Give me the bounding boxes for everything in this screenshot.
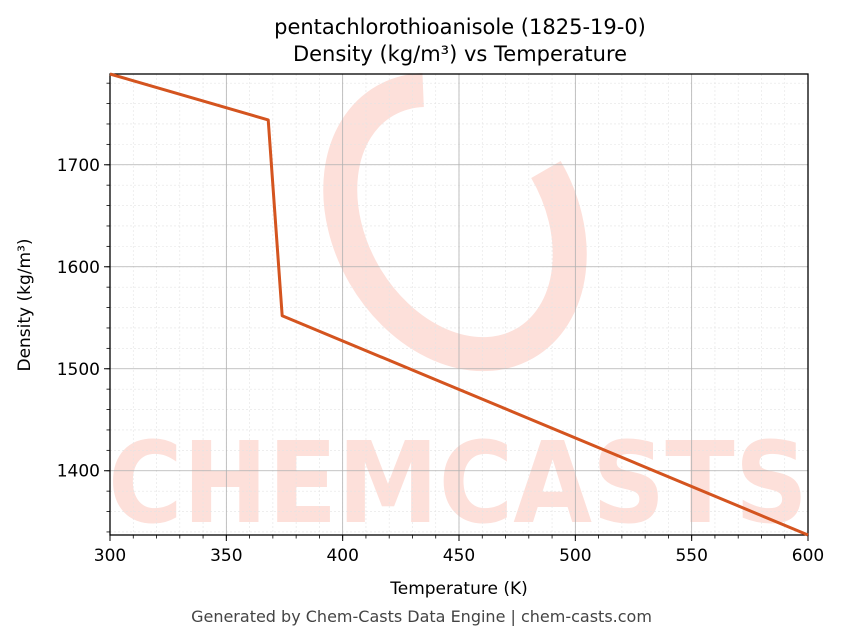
x-axis-label: Temperature (K) — [389, 579, 528, 599]
x-tick-label: 450 — [443, 546, 475, 566]
x-tick-label: 400 — [326, 546, 358, 566]
density-series-line — [109, 72, 809, 537]
chart-title-line2: Density (kg/m³) vs Temperature — [293, 42, 627, 66]
x-tick-label: 350 — [210, 546, 242, 566]
watermark: CHEMCASTS — [108, 72, 808, 549]
watermark-logo-ring — [323, 72, 587, 372]
y-tick-label: 1500 — [57, 360, 100, 380]
x-tick-label: 300 — [94, 546, 126, 566]
watermark-text: CHEMCASTS — [108, 419, 808, 549]
y-axis-label: Density (kg/m³) — [15, 238, 35, 371]
x-tick-label: 500 — [559, 546, 591, 566]
axes: 300 350 400 450 500 550 600 1400 1500 1600 1700 — [57, 73, 824, 566]
y-tick-label: 1600 — [57, 258, 100, 278]
chart-title-line1: pentachlorothioanisole (1825-19-0) — [274, 15, 646, 39]
grid — [109, 74, 809, 535]
x-tick-label: 600 — [792, 546, 824, 566]
y-tick-label: 1700 — [57, 156, 100, 176]
labels-layer: pentachlorothioanisole (1825-19-0) Densi… — [15, 15, 646, 599]
footer-credit: Generated by Chem-Casts Data Engine | ch… — [191, 607, 652, 626]
series-layer — [109, 72, 809, 537]
y-tick-label: 1400 — [57, 462, 100, 482]
x-tick-label: 550 — [675, 546, 707, 566]
